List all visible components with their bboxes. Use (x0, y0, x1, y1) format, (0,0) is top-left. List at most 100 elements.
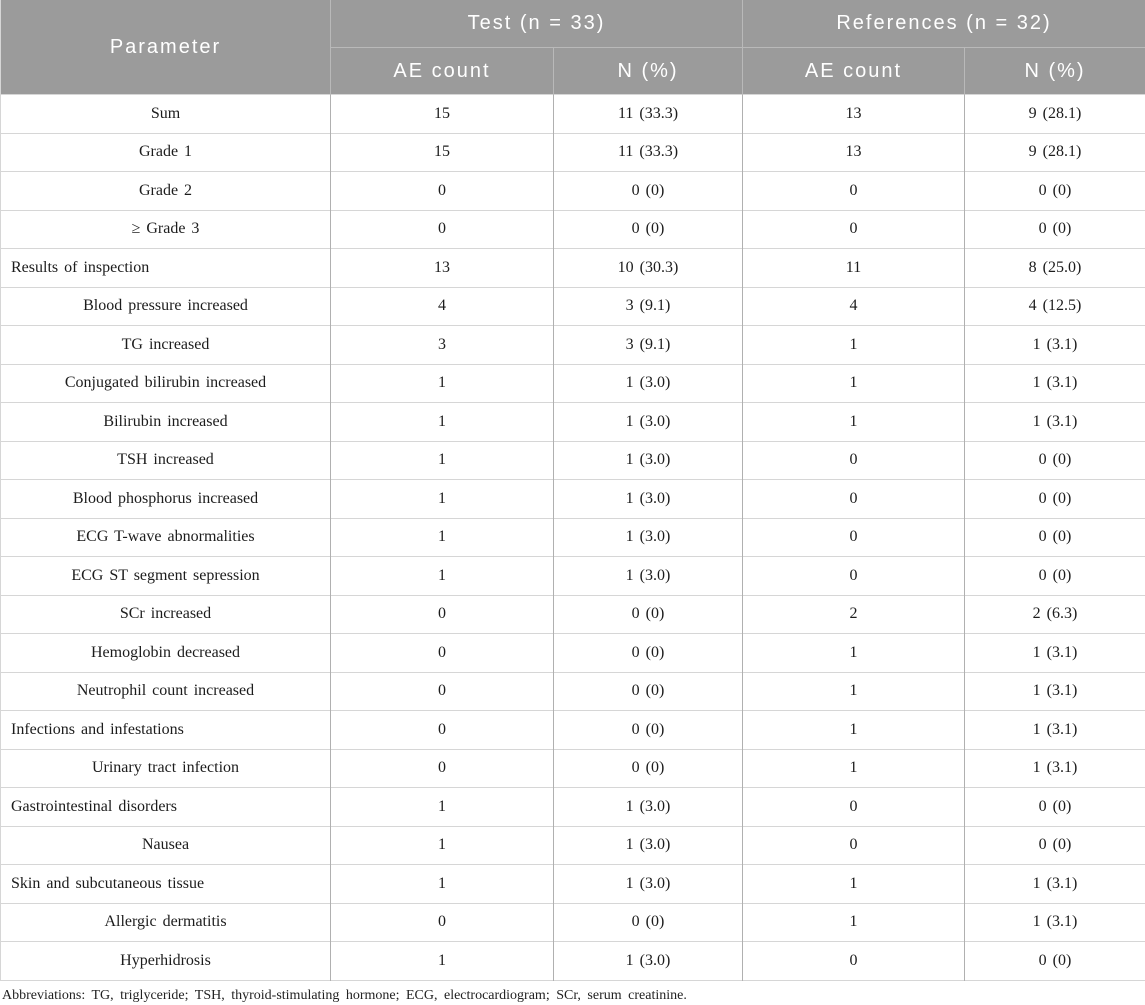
table-row: SCr increased 0 0 (0) 2 2 (6.3) (0, 594, 1145, 634)
parameter-cell: Blood pressure increased (0, 286, 331, 326)
value-cell: 1 (330, 787, 554, 826)
value-cell: 1 (742, 402, 965, 441)
value-cell: 1 (3.0) (553, 787, 743, 826)
value-cell: 1 (3.1) (963, 902, 1145, 942)
table-row: Nausea 1 1 (3.0) 0 0 (0) (0, 825, 1145, 865)
value-cell: 0 (330, 594, 554, 634)
parameter-cell: Allergic dermatitis (0, 902, 331, 942)
value-cell: 1 (3.1) (963, 325, 1145, 364)
col-header-parameter: Parameter (0, 0, 331, 95)
value-cell: 1 (3.1) (963, 710, 1145, 749)
parameter-cell: Gastrointestinal disorders (0, 787, 331, 826)
table-row: TSH increased 1 1 (3.0) 0 0 (0) (0, 440, 1145, 480)
value-cell: 1 (742, 363, 965, 403)
value-cell: 1 (742, 864, 965, 903)
value-cell: 1 (742, 902, 965, 942)
parameter-cell: Blood phosphorus increased (0, 479, 331, 518)
parameter-cell: Skin and subcutaneous tissue (0, 864, 331, 903)
value-cell: 1 (3.0) (553, 517, 743, 557)
col-header-n-pct-references: N (%) (963, 47, 1145, 95)
value-cell: 4 (12.5) (963, 286, 1145, 326)
parameter-cell: Grade 2 (0, 171, 331, 210)
col-header-ae-count-references: AE count (742, 47, 965, 95)
header-row-groups: Parameter Test (n = 33) References (n = … (0, 0, 1145, 95)
value-cell: 1 (742, 710, 965, 749)
value-cell: 0 (0) (553, 633, 743, 672)
value-cell: 1 (3.0) (553, 440, 743, 480)
value-cell: 0 (0) (553, 902, 743, 942)
table-row: Urinary tract infection 0 0 (0) 1 1 (3.1) (0, 748, 1145, 788)
table-row: Skin and subcutaneous tissue 1 1 (3.0) 1 1 (… (0, 864, 1145, 903)
value-cell: 1 (742, 671, 965, 711)
value-cell: 1 (3.1) (963, 671, 1145, 711)
value-cell: 1 (330, 556, 554, 595)
parameter-cell: Results of inspection (0, 248, 331, 287)
value-cell: 0 (330, 902, 554, 942)
value-cell: 1 (3.0) (553, 479, 743, 518)
adverse-events-table: Parameter Test (n = 33) References (n = … (0, 0, 1145, 981)
table-body: Sum 15 11 (33.3) 13 9 (28.1) Grade 1 15 11 (33.… (0, 94, 1145, 980)
value-cell: 9 (28.1) (963, 132, 1145, 172)
table-row: Bilirubin increased 1 1 (3.0) 1 1 (3.1) (0, 402, 1145, 441)
table-row: Conjugated bilirubin increased 1 1 (3.0) 1 1… (0, 363, 1145, 403)
parameter-cell: ≥ Grade 3 (0, 209, 331, 249)
col-header-references-group: References (n = 32) (741, 0, 1145, 48)
value-cell: 1 (3.0) (553, 363, 743, 403)
value-cell: 1 (330, 864, 554, 903)
header-row-subcolumns: AE count N (%) AE count N (%) (1, 47, 1145, 95)
table-row: Sum 15 11 (33.3) 13 9 (28.1) (0, 94, 1145, 133)
value-cell: 0 (742, 941, 965, 980)
parameter-cell: Hyperhidrosis (0, 941, 331, 980)
parameter-cell: ECG ST segment sepression (0, 556, 331, 595)
value-cell: 1 (3.0) (553, 402, 743, 441)
value-cell: 1 (3.1) (963, 748, 1145, 788)
table-row: Neutrophil count increased 0 0 (0) 1 1 (3.1) (0, 671, 1145, 711)
value-cell: 1 (3.0) (553, 825, 743, 865)
value-cell: 1 (330, 363, 554, 403)
parameter-cell: Nausea (0, 825, 331, 865)
value-cell: 0 (0) (963, 787, 1145, 826)
value-cell: 0 (0) (553, 671, 743, 711)
parameter-cell: TG increased (0, 325, 331, 364)
value-cell: 0 (330, 209, 554, 249)
value-cell: 2 (6.3) (963, 594, 1145, 634)
value-cell: 11 (33.3) (553, 94, 743, 133)
value-cell: 1 (3.1) (963, 363, 1145, 403)
value-cell: 0 (742, 209, 965, 249)
value-cell: 3 (9.1) (553, 286, 743, 326)
table-row: ECG ST segment sepression 1 1 (3.0) 0 0 (0) (0, 556, 1145, 595)
col-header-test-group: Test (n = 33) (330, 0, 743, 48)
table-row: Infections and infestations 0 0 (0) 1 1 (3.1… (0, 710, 1145, 749)
value-cell: 0 (0) (963, 556, 1145, 595)
value-cell: 4 (742, 286, 965, 326)
table-row: ECG T-wave abnormalities 1 1 (3.0) 0 0 (0) (0, 517, 1145, 557)
value-cell: 0 (742, 787, 965, 826)
value-cell: 13 (330, 248, 554, 287)
value-cell: 13 (742, 94, 965, 133)
parameter-cell: Hemoglobin decreased (0, 633, 331, 672)
value-cell: 0 (0) (553, 748, 743, 788)
parameter-cell: ECG T-wave abnormalities (0, 517, 331, 557)
value-cell: 11 (742, 248, 965, 287)
value-cell: 0 (330, 748, 554, 788)
table-header: Parameter Test (n = 33) References (n = … (0, 0, 1145, 95)
value-cell: 13 (742, 132, 965, 172)
value-cell: 0 (0) (963, 171, 1145, 210)
value-cell: 15 (330, 94, 554, 133)
value-cell: 8 (25.0) (963, 248, 1145, 287)
value-cell: 0 (0) (963, 941, 1145, 980)
value-cell: 0 (0) (963, 517, 1145, 557)
value-cell: 0 (0) (553, 710, 743, 749)
table-row: Blood pressure increased 4 3 (9.1) 4 4 (12.5… (0, 286, 1145, 326)
value-cell: 1 (742, 748, 965, 788)
table-row: TG increased 3 3 (9.1) 1 1 (3.1) (0, 325, 1145, 364)
table-row: Allergic dermatitis 0 0 (0) 1 1 (3.1) (0, 902, 1145, 942)
value-cell: 0 (0) (553, 171, 743, 210)
value-cell: 0 (330, 710, 554, 749)
value-cell: 0 (330, 671, 554, 711)
value-cell: 0 (330, 633, 554, 672)
value-cell: 3 (9.1) (553, 325, 743, 364)
